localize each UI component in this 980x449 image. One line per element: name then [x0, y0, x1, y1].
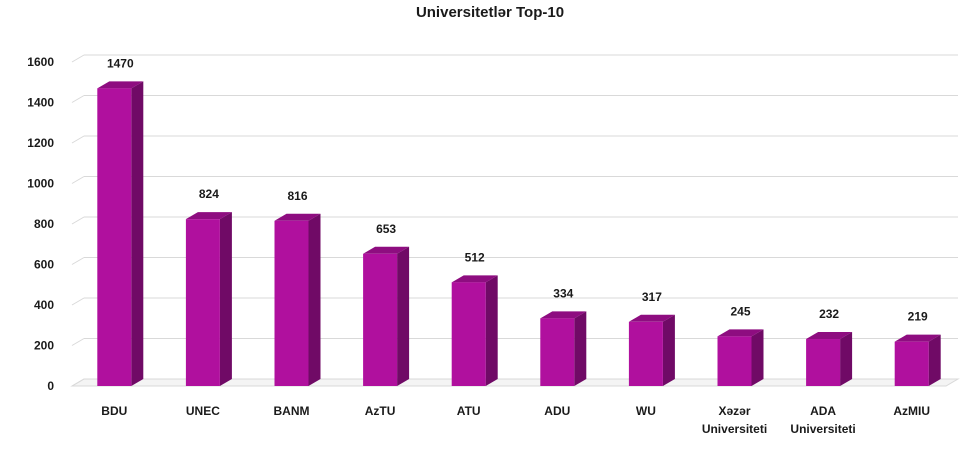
bar-side [397, 246, 410, 386]
bar-front [185, 219, 220, 386]
gridline-diagonal [71, 216, 85, 225]
bar-side [840, 332, 853, 386]
bar-side [662, 314, 675, 386]
bar-top [451, 275, 498, 283]
bar-side [751, 329, 764, 386]
gridline-diagonal [71, 135, 85, 144]
y-tick-label: 0 [47, 379, 54, 393]
bar-top [97, 81, 144, 89]
bar-front [540, 318, 575, 386]
bar [363, 246, 410, 386]
x-tick-label: BDU [101, 404, 127, 418]
bar-top [628, 314, 675, 322]
bar-top [274, 213, 321, 221]
bar [451, 275, 498, 386]
x-tick-label: ADA Universiteti [790, 404, 855, 436]
y-tick-label: 1200 [27, 136, 54, 150]
bar [717, 329, 764, 386]
y-tick-label: 1400 [27, 96, 54, 110]
x-tick-label: AzTU [365, 404, 396, 418]
data-label: 317 [642, 290, 662, 304]
data-label: 816 [287, 189, 307, 203]
x-tick-label: AzMIU [893, 404, 930, 418]
bar-side [485, 275, 498, 386]
bar-top [717, 329, 764, 337]
data-label: 653 [376, 222, 396, 236]
bar-side [928, 334, 941, 386]
bar [185, 212, 232, 386]
bar [628, 314, 675, 386]
bar [806, 332, 853, 386]
bar-side [574, 311, 587, 386]
bar-front [451, 282, 486, 386]
bar-front [363, 253, 398, 386]
x-tick-label: UNEC [186, 404, 220, 418]
x-tick-label: BANM [274, 404, 310, 418]
bar-top [806, 332, 853, 340]
bar-side [219, 212, 232, 386]
bar-top [540, 311, 587, 319]
bar-front [274, 220, 309, 386]
x-tick-label: ADU [544, 404, 570, 418]
bar-top [363, 246, 410, 254]
y-tick-label: 200 [34, 339, 54, 353]
data-label: 219 [908, 310, 928, 324]
gridline-diagonal [71, 378, 85, 387]
data-label: 232 [819, 307, 839, 321]
bar-front [717, 336, 752, 386]
gridline-diagonal [71, 338, 85, 346]
x-tick-label: Xəzər Universiteti [702, 404, 767, 436]
data-label: 334 [553, 286, 573, 300]
y-tick-label: 1000 [27, 177, 54, 191]
gridline-diagonal [71, 176, 85, 184]
x-tick-label: ATU [457, 404, 481, 418]
data-label: 824 [199, 187, 219, 201]
y-tick-label: 1600 [27, 55, 54, 69]
gridline-diagonal [71, 297, 85, 306]
bar-top [894, 334, 941, 342]
bar-side [131, 81, 144, 386]
gridline-diagonal [71, 257, 85, 265]
y-tick-label: 400 [34, 298, 54, 312]
chart-title: Universitetlər Top-10 [415, 4, 565, 21]
bar [894, 334, 941, 386]
bars [97, 81, 941, 386]
data-label: 1470 [107, 56, 134, 70]
bar [274, 213, 321, 386]
gridline-diagonal [71, 95, 85, 103]
bar-front [894, 341, 929, 386]
y-tick-label: 600 [34, 258, 54, 272]
bar-front [806, 339, 841, 386]
x-axis: BDU UNEC BANM AzTU ATU ADU WU Xəzər Universiteti… [101, 404, 930, 436]
bar-front [628, 321, 663, 386]
x-tick-label: WU [636, 404, 656, 418]
bar [97, 81, 144, 386]
bar-top [185, 212, 232, 220]
y-tick-label: 800 [34, 217, 54, 231]
data-label: 245 [730, 304, 750, 318]
bar-front [97, 88, 132, 386]
data-label: 512 [465, 250, 485, 264]
bar [540, 311, 587, 386]
data-labels: 1470 824 816 653 512 334 317 245 232 219 [107, 56, 928, 323]
bar-side [308, 213, 321, 386]
gridline-diagonal [71, 54, 85, 63]
y-axis: 0 200 400 600 800 1000 1200 1400 1600 [27, 55, 54, 393]
